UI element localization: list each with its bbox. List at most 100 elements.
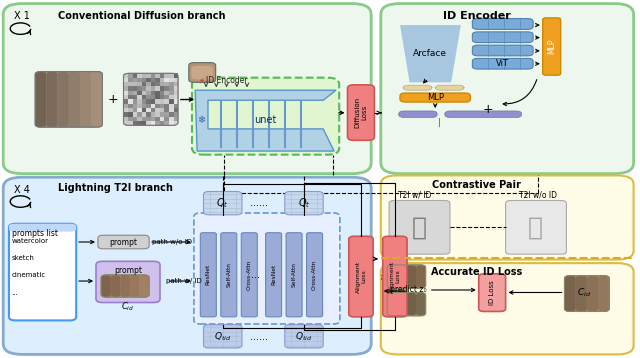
- FancyBboxPatch shape: [472, 45, 533, 56]
- FancyBboxPatch shape: [381, 263, 634, 354]
- FancyBboxPatch shape: [472, 19, 533, 29]
- Text: ...: ...: [252, 270, 260, 280]
- Bar: [169, 104, 173, 108]
- Text: +: +: [108, 93, 118, 106]
- FancyBboxPatch shape: [96, 261, 160, 303]
- Text: |: |: [438, 118, 440, 127]
- Bar: [124, 95, 128, 99]
- FancyBboxPatch shape: [435, 85, 464, 90]
- Bar: [173, 108, 178, 112]
- Bar: [124, 82, 128, 86]
- FancyBboxPatch shape: [200, 233, 216, 317]
- Text: sketch: sketch: [12, 255, 35, 261]
- Bar: [124, 104, 128, 108]
- Bar: [147, 117, 151, 121]
- FancyBboxPatch shape: [472, 58, 533, 69]
- FancyBboxPatch shape: [266, 233, 282, 317]
- Bar: [132, 73, 137, 78]
- Text: Accurate ID Loss: Accurate ID Loss: [431, 267, 522, 277]
- Bar: [147, 78, 151, 82]
- FancyBboxPatch shape: [221, 233, 237, 317]
- Bar: [141, 91, 147, 95]
- Bar: [173, 91, 178, 95]
- Bar: [132, 99, 137, 104]
- Bar: [160, 108, 164, 112]
- FancyBboxPatch shape: [194, 213, 340, 324]
- FancyBboxPatch shape: [124, 73, 178, 125]
- Bar: [160, 121, 164, 125]
- Bar: [124, 121, 128, 125]
- FancyBboxPatch shape: [35, 72, 102, 127]
- Text: ResNet: ResNet: [271, 264, 276, 285]
- Text: ID Loss: ID Loss: [489, 280, 495, 305]
- Bar: [151, 117, 156, 121]
- FancyBboxPatch shape: [397, 265, 406, 288]
- Bar: [141, 121, 147, 125]
- Bar: [151, 78, 156, 82]
- Text: prompts list: prompts list: [12, 229, 58, 238]
- Bar: [156, 73, 160, 78]
- Bar: [147, 86, 151, 91]
- Bar: [169, 112, 173, 117]
- FancyBboxPatch shape: [80, 72, 92, 127]
- Text: ResNet: ResNet: [206, 264, 211, 285]
- Text: ❄: ❄: [198, 115, 205, 125]
- Bar: [124, 78, 128, 82]
- FancyBboxPatch shape: [101, 275, 111, 297]
- Bar: [128, 117, 132, 121]
- FancyBboxPatch shape: [387, 292, 397, 316]
- Bar: [164, 104, 169, 108]
- Bar: [128, 78, 132, 82]
- Bar: [156, 117, 160, 121]
- Bar: [128, 108, 132, 112]
- Bar: [132, 112, 137, 117]
- Bar: [147, 73, 151, 78]
- Bar: [147, 121, 151, 125]
- FancyBboxPatch shape: [120, 275, 130, 297]
- FancyBboxPatch shape: [543, 18, 561, 75]
- Bar: [132, 108, 137, 112]
- Bar: [151, 91, 156, 95]
- Text: watercolor: watercolor: [12, 238, 49, 244]
- Bar: [128, 121, 132, 125]
- Bar: [173, 86, 178, 91]
- Text: T2I w/o ID: T2I w/o ID: [518, 190, 557, 199]
- Bar: [160, 82, 164, 86]
- Text: Diffusion
Loss: Diffusion Loss: [355, 97, 367, 128]
- Bar: [169, 117, 173, 121]
- Bar: [160, 112, 164, 117]
- Bar: [132, 104, 137, 108]
- Bar: [169, 99, 173, 104]
- FancyBboxPatch shape: [445, 111, 522, 117]
- Bar: [137, 82, 141, 86]
- Text: +: +: [483, 103, 493, 116]
- Text: cinematic: cinematic: [12, 272, 46, 279]
- FancyBboxPatch shape: [140, 275, 149, 297]
- Bar: [132, 82, 137, 86]
- Bar: [173, 117, 178, 121]
- Bar: [160, 99, 164, 104]
- FancyBboxPatch shape: [192, 78, 339, 155]
- Text: prompt: prompt: [109, 237, 138, 247]
- Bar: [164, 73, 169, 78]
- Text: $Q_{tid}$: $Q_{tid}$: [214, 330, 232, 343]
- Bar: [128, 91, 132, 95]
- FancyBboxPatch shape: [349, 236, 373, 317]
- Bar: [137, 117, 141, 121]
- Bar: [173, 82, 178, 86]
- Bar: [124, 108, 128, 112]
- Text: predict z₀: predict z₀: [390, 285, 427, 295]
- Text: Arcface: Arcface: [413, 49, 447, 58]
- Bar: [156, 86, 160, 91]
- Bar: [132, 86, 137, 91]
- Bar: [151, 95, 156, 99]
- Bar: [173, 112, 178, 117]
- Bar: [156, 108, 160, 112]
- FancyBboxPatch shape: [9, 224, 76, 320]
- Bar: [137, 104, 141, 108]
- Text: Contrastive Pair: Contrastive Pair: [433, 180, 521, 190]
- Text: ......: ......: [250, 332, 268, 342]
- Bar: [151, 86, 156, 91]
- FancyBboxPatch shape: [406, 292, 416, 316]
- Bar: [151, 82, 156, 86]
